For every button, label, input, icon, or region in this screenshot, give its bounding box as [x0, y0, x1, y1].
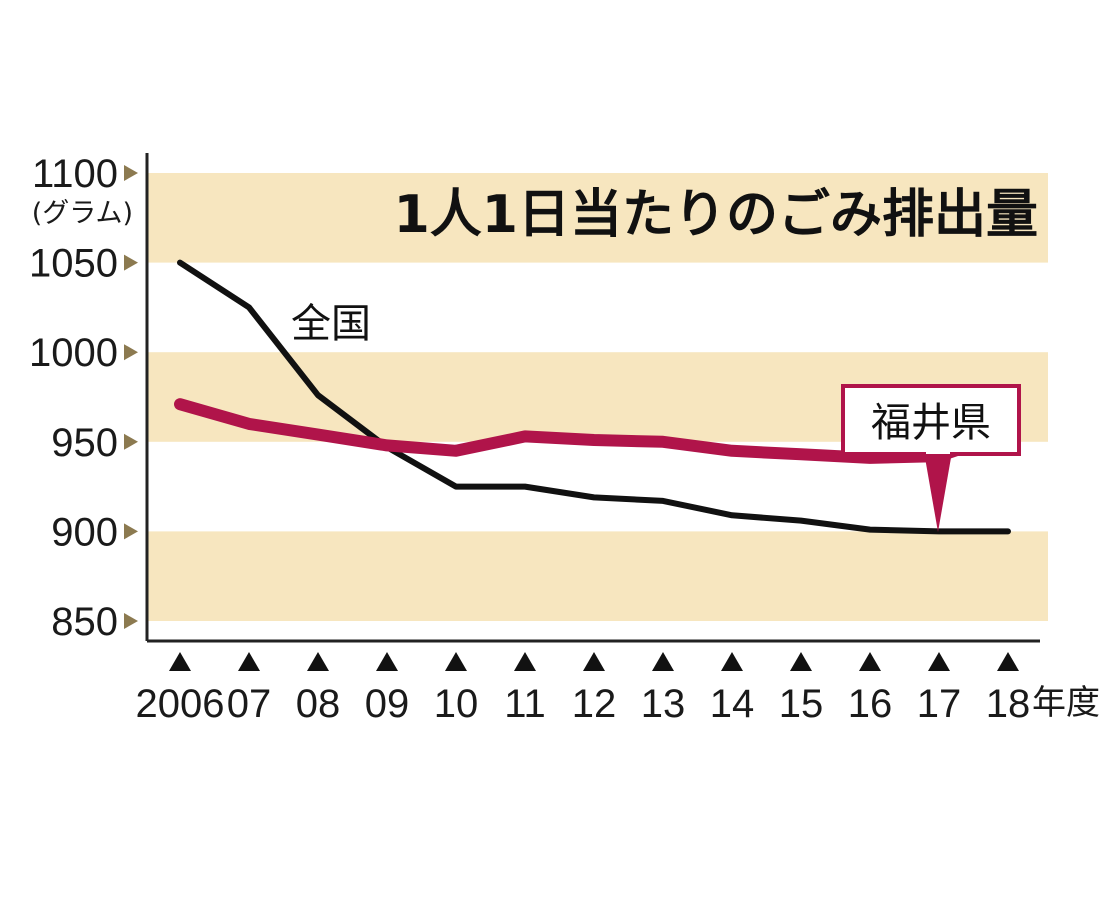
y-tick-label: 1100 — [32, 152, 118, 196]
x-tick-label: 16 — [848, 682, 893, 726]
x-tick-label: 12 — [572, 682, 617, 726]
x-tick-label: 08 — [296, 682, 341, 726]
x-tick-label: 15 — [779, 682, 824, 726]
x-tick-marker — [376, 652, 398, 671]
x-tick-marker — [169, 652, 191, 671]
y-tick-label: 900 — [51, 510, 118, 554]
x-tick-marker — [307, 652, 329, 671]
x-tick-label: 2006 — [136, 682, 225, 726]
x-tick-marker — [652, 652, 674, 671]
series-callout-pointer — [924, 452, 952, 532]
y-axis-ticks: 1100 1050 1000 950 900 850 — [29, 152, 138, 644]
band-0 — [147, 531, 1048, 621]
band-2 — [147, 173, 1048, 263]
series-lines — [174, 259, 1014, 535]
x-tick-marker — [859, 652, 881, 671]
x-tick-marker — [721, 652, 743, 671]
series-callout-box — [841, 384, 1021, 456]
series-label-fukui: 福井県 — [871, 400, 991, 446]
series-line-1 — [174, 398, 1014, 464]
chart-title: 1人1日当たりのごみ排出量 — [394, 185, 1038, 245]
y-tick-label: 950 — [51, 421, 118, 465]
x-tick-marker — [928, 652, 950, 671]
x-tick-label: 09 — [365, 682, 410, 726]
y-tick-marker — [124, 433, 138, 450]
x-tick-label: 07 — [227, 682, 272, 726]
series-label-national: 全国 — [291, 301, 371, 347]
x-tick-marker — [790, 652, 812, 671]
x-tick-label: 11 — [504, 682, 546, 726]
x-tick-marker — [583, 652, 605, 671]
y-tick-marker — [124, 523, 138, 540]
axes — [145, 153, 1040, 643]
y-tick-marker — [124, 613, 138, 629]
x-tick-marker — [997, 652, 1019, 671]
y-tick-label: 1000 — [29, 331, 118, 375]
y-tick-marker — [124, 165, 138, 181]
y-axis-unit-label: (グラム) — [32, 198, 133, 229]
x-tick-label: 13 — [641, 682, 686, 726]
x-tick-label: 10 — [434, 682, 479, 726]
series-line-0 — [177, 259, 1011, 535]
y-tick-marker — [124, 344, 138, 361]
x-tick-marker — [238, 652, 260, 671]
x-tick-marker — [514, 652, 536, 671]
x-axis-suffix: 年度 — [1032, 683, 1100, 723]
x-tick-marker — [445, 652, 467, 671]
series-callout-fukui: 福井県 — [841, 384, 1021, 532]
x-axis-ticks: 2006 07 08 09 10 11 12 13 14 15 16 17 18 年度 — [136, 652, 1100, 726]
x-tick-label: 18 — [986, 682, 1031, 726]
x-tick-label: 14 — [710, 682, 755, 726]
y-tick-label: 1050 — [29, 242, 118, 286]
x-tick-label: 17 — [917, 682, 962, 726]
y-tick-label: 850 — [51, 600, 118, 644]
y-tick-marker — [124, 254, 138, 271]
